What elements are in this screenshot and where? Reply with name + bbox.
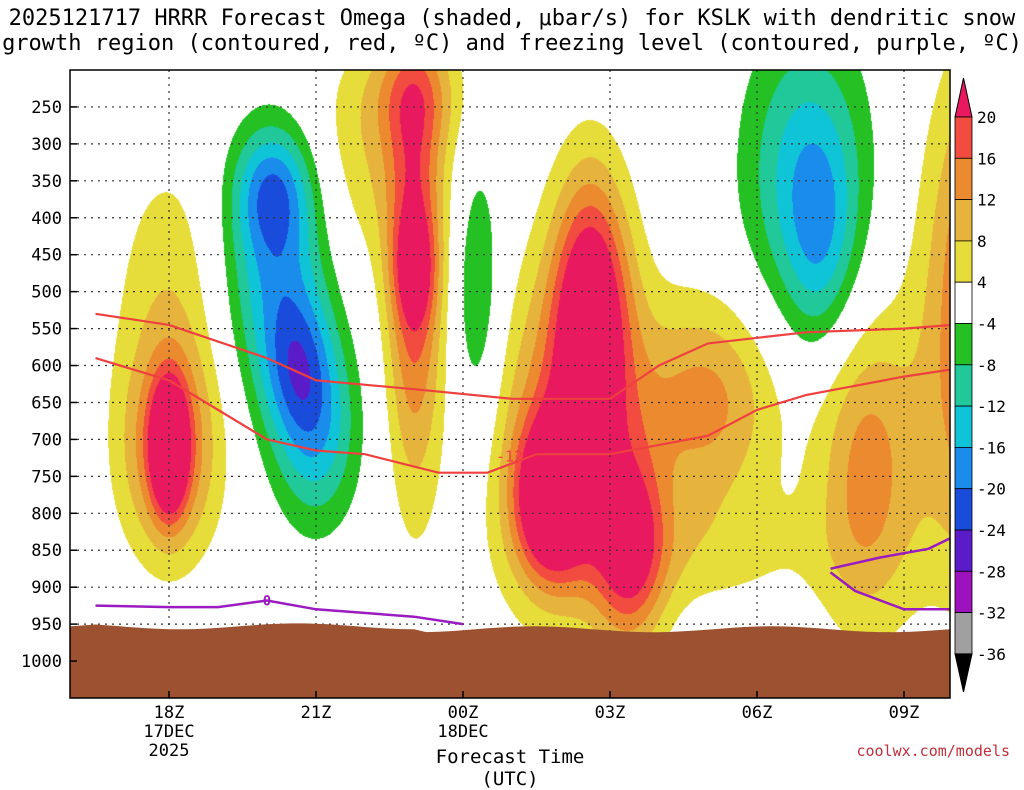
x-axis-label: Forecast Time (UTC): [435, 746, 585, 790]
colorbar-label-0: 20: [977, 108, 996, 127]
colorbar-segment-11: [954, 570, 973, 613]
x-tick-label-09Z: 09Z: [889, 703, 920, 723]
colorbar-segment-2: [954, 199, 973, 242]
y-tick-label-300: 300: [31, 135, 62, 155]
colorbar-label-11: -28: [977, 562, 1006, 581]
colorbar-label-7: -12: [977, 397, 1006, 416]
x-tick-date-00Z: 18DEC: [437, 722, 488, 742]
colorbar-label-6: -8: [977, 356, 996, 375]
colorbar-label-8: -16: [977, 438, 1006, 457]
omega-shading: [70, 70, 950, 698]
colorbar-label-5: -4: [977, 315, 996, 334]
y-tick-label-850: 850: [31, 541, 62, 561]
colorbar-segment-3: [954, 240, 973, 283]
colorbar-segment-6: [954, 364, 973, 407]
colorbar-segment-top: [954, 77, 973, 118]
colorbar-segment-4: [954, 281, 973, 324]
colorbar-label-12: -32: [977, 604, 1006, 623]
colorbar-label-3: 8: [977, 232, 987, 251]
colorbar-segment-bottom: [954, 653, 973, 693]
y-tick-label-550: 550: [31, 320, 62, 340]
x-tick-label-00Z: 00Z: [448, 703, 479, 723]
x-tick-label-18Z: 18Z: [154, 703, 185, 723]
y-tick-label-950: 950: [31, 615, 62, 635]
x-tick-year-18Z: 2025: [149, 741, 190, 761]
colorbar-label-2: 12: [977, 191, 996, 210]
credit-text: coolwx.com/models: [856, 742, 1010, 760]
chart-title-line-2: growth region (contoured, red, ºC) and f…: [2, 31, 1022, 56]
dgz-upper-contour: [95, 312, 950, 400]
colorbar-segment-10: [954, 529, 973, 572]
x-tick-label-03Z: 03Z: [595, 703, 626, 723]
colorbar-label-13: -36: [977, 645, 1006, 664]
terrain-ground: [70, 623, 950, 698]
y-tick-label-500: 500: [31, 283, 62, 303]
dgz-lower-contour: [95, 357, 950, 474]
colorbar-label-1: 16: [977, 149, 996, 168]
terrain: [70, 623, 950, 698]
colorbar-segment-1: [954, 157, 973, 201]
colorbar-segment-9: [954, 488, 973, 531]
y-tick-label-900: 900: [31, 578, 62, 598]
y-tick-label-800: 800: [31, 504, 62, 524]
freezing-level-contour-right: [829, 536, 950, 611]
y-tick-label-350: 350: [31, 172, 62, 192]
y-tick-label-700: 700: [31, 430, 62, 450]
y-tick-label-650: 650: [31, 393, 62, 413]
x-tick-label-06Z: 06Z: [742, 703, 773, 723]
colorbar-segment-0: [954, 116, 973, 159]
y-tick-label-450: 450: [31, 246, 62, 266]
colorbar-segment-5: [954, 323, 973, 366]
freezing-level-contour-left: [95, 599, 464, 626]
y-tick-label-1000: 1000: [21, 652, 62, 672]
colorbar-label-9: -20: [977, 480, 1006, 499]
colorbar-label-4: 4: [977, 273, 987, 292]
chart-title-line-1: 2025121717 HRRR Forecast Omega (shaded, …: [8, 6, 1016, 31]
colorbar-segment-7: [954, 405, 973, 448]
freezing-contour-label-left: 0: [263, 593, 271, 609]
x-tick-label-21Z: 21Z: [301, 703, 332, 723]
chart-title: 2025121717 HRRR Forecast Omega (shaded, …: [0, 6, 1024, 56]
colorbar: 20 16 12 8 4 -4 -8 -12 -16 -20 -24 -28 -32 -36: [954, 77, 1006, 693]
y-tick-label-600: 600: [31, 357, 62, 377]
colorbar-label-10: -24: [977, 521, 1006, 540]
omega-heatmap: [70, 70, 950, 698]
colorbar-segment-12: [954, 612, 973, 655]
x-tick-date-18Z: 17DEC: [143, 722, 194, 742]
y-tick-label-400: 400: [31, 209, 62, 229]
colorbar-segment-8: [954, 446, 973, 490]
dgz-contour-label: -12: [496, 448, 523, 466]
y-tick-label-750: 750: [31, 467, 62, 487]
y-axis: 250 300 350 400 450 500 550 600 650 700 750 800 850 9…: [21, 98, 77, 672]
plot-frame: [69, 69, 951, 699]
y-tick-label-250: 250: [31, 98, 62, 118]
